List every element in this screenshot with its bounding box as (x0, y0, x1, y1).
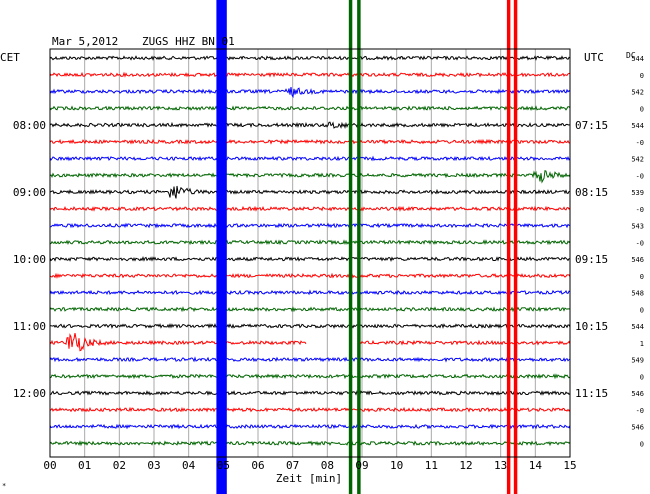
trace-line (49, 169, 571, 184)
left-hour-label: 12:00 (13, 387, 46, 400)
right-hour-label: 07:15 (575, 119, 608, 132)
left-hour-label: 09:00 (13, 186, 46, 199)
trace-line (49, 71, 571, 78)
dc-offset-label: 0 (640, 72, 644, 80)
trace-line (49, 333, 571, 352)
dc-header-label: DC (626, 51, 636, 60)
dc-offset-label: 544 (631, 55, 644, 63)
dc-offset-label: 546 (631, 424, 644, 432)
trace-line (49, 239, 571, 246)
trace-line (49, 121, 571, 130)
dc-offset-label: 543 (631, 223, 644, 231)
trace-line (49, 423, 571, 430)
dc-offset-label: 546 (631, 390, 644, 398)
x-axis-label: Zeit [min] (276, 472, 342, 485)
dc-offset-label: 546 (631, 256, 644, 264)
left-hour-label: 11:00 (13, 320, 46, 333)
trace-line (49, 256, 570, 263)
x-tick-label: 03 (147, 459, 160, 472)
trace-line (49, 373, 571, 380)
right-timezone-label: UTC (584, 51, 604, 64)
chart-title-station: ZUGS HHZ BN 01 (142, 35, 235, 48)
left-hour-label: 10:00 (13, 253, 46, 266)
left-hour-labels: 08:00 09:00 10:00 11:00 12:00 (13, 119, 46, 400)
x-tick-label: 12 (459, 459, 472, 472)
saturated-band (506, 0, 511, 494)
x-tick-label: 02 (113, 459, 126, 472)
x-tick-label: 06 (251, 459, 264, 472)
x-tick-label: 11 (425, 459, 438, 472)
trace-line (49, 289, 571, 296)
left-hour-label: 08:00 (13, 119, 46, 132)
x-tick-label: 07 (286, 459, 299, 472)
trace-line (50, 222, 571, 229)
x-tick-labels: 00 01 02 03 04 05 06 07 08 09 10 11 12 13 14 15 (43, 459, 576, 472)
trace-line (49, 356, 571, 363)
dc-offset-label: 542 (631, 156, 644, 164)
saturated-band (216, 0, 227, 494)
dc-offset-label: 0 (640, 105, 644, 113)
x-tick-label: 05 (217, 459, 230, 472)
dc-offset-label: 0 (640, 440, 644, 448)
trace-line (49, 390, 571, 396)
trace-line (49, 205, 571, 212)
x-tick-label: 09 (355, 459, 368, 472)
x-tick-label: 01 (78, 459, 91, 472)
traces (49, 55, 571, 447)
trace-line (49, 155, 571, 162)
trace-line (49, 323, 571, 329)
right-hour-label: 08:15 (575, 186, 608, 199)
dc-offset-label: -0 (636, 407, 644, 415)
x-tick-label: 10 (390, 459, 403, 472)
trace-line (49, 185, 571, 199)
trace-line (49, 440, 571, 447)
trace-line (49, 138, 571, 145)
trace-line (49, 306, 571, 313)
dc-offset-label: 542 (631, 89, 644, 97)
right-hour-label: 11:15 (575, 387, 608, 400)
trace-line (49, 55, 571, 61)
trace-line (49, 272, 571, 279)
trace-line (49, 87, 571, 99)
dc-offset-label: 549 (631, 357, 644, 365)
dc-offset-label: -0 (636, 172, 644, 180)
dc-offset-label: 539 (631, 189, 644, 197)
dc-offset-label: -0 (636, 139, 644, 147)
dc-offset-label: 0 (640, 306, 644, 314)
trace-line (49, 105, 571, 112)
dc-offset-label: -0 (636, 239, 644, 247)
saturated-band (513, 0, 518, 494)
x-tick-label: 14 (529, 459, 543, 472)
x-tick-label: 04 (182, 459, 196, 472)
left-timezone-label: CET (0, 51, 20, 64)
saturated-band (348, 0, 353, 494)
saturated-bands (216, 0, 518, 494)
dc-offset-label: 1 (640, 340, 644, 348)
dc-offset-labels: 544 0 542 0 544 -0 542 -0 539 -0 543 -0 546 0 548 0 544 1… (631, 55, 644, 448)
saturated-band (357, 0, 361, 494)
right-hour-labels: 07:15 08:15 09:15 10:15 11:15 (575, 119, 608, 400)
right-hour-label: 10:15 (575, 320, 608, 333)
dc-offset-label: 0 (640, 273, 644, 281)
dc-offset-label: 548 (631, 290, 644, 298)
trace-line (49, 406, 571, 413)
dc-offset-label: 544 (631, 122, 644, 130)
x-tick-label: 13 (494, 459, 507, 472)
dc-offset-label: 0 (640, 373, 644, 381)
corner-mark: * (2, 482, 6, 490)
dc-offset-label: -0 (636, 206, 644, 214)
right-hour-label: 09:15 (575, 253, 608, 266)
minute-grid (84, 49, 536, 457)
plot-frame (49, 48, 571, 458)
x-tick-label: 15 (563, 459, 576, 472)
chart-title-date: Mar 5,2012 (52, 35, 118, 48)
x-tick-label: 08 (321, 459, 334, 472)
x-tick-label: 00 (43, 459, 56, 472)
dc-offset-label: 544 (631, 323, 644, 331)
